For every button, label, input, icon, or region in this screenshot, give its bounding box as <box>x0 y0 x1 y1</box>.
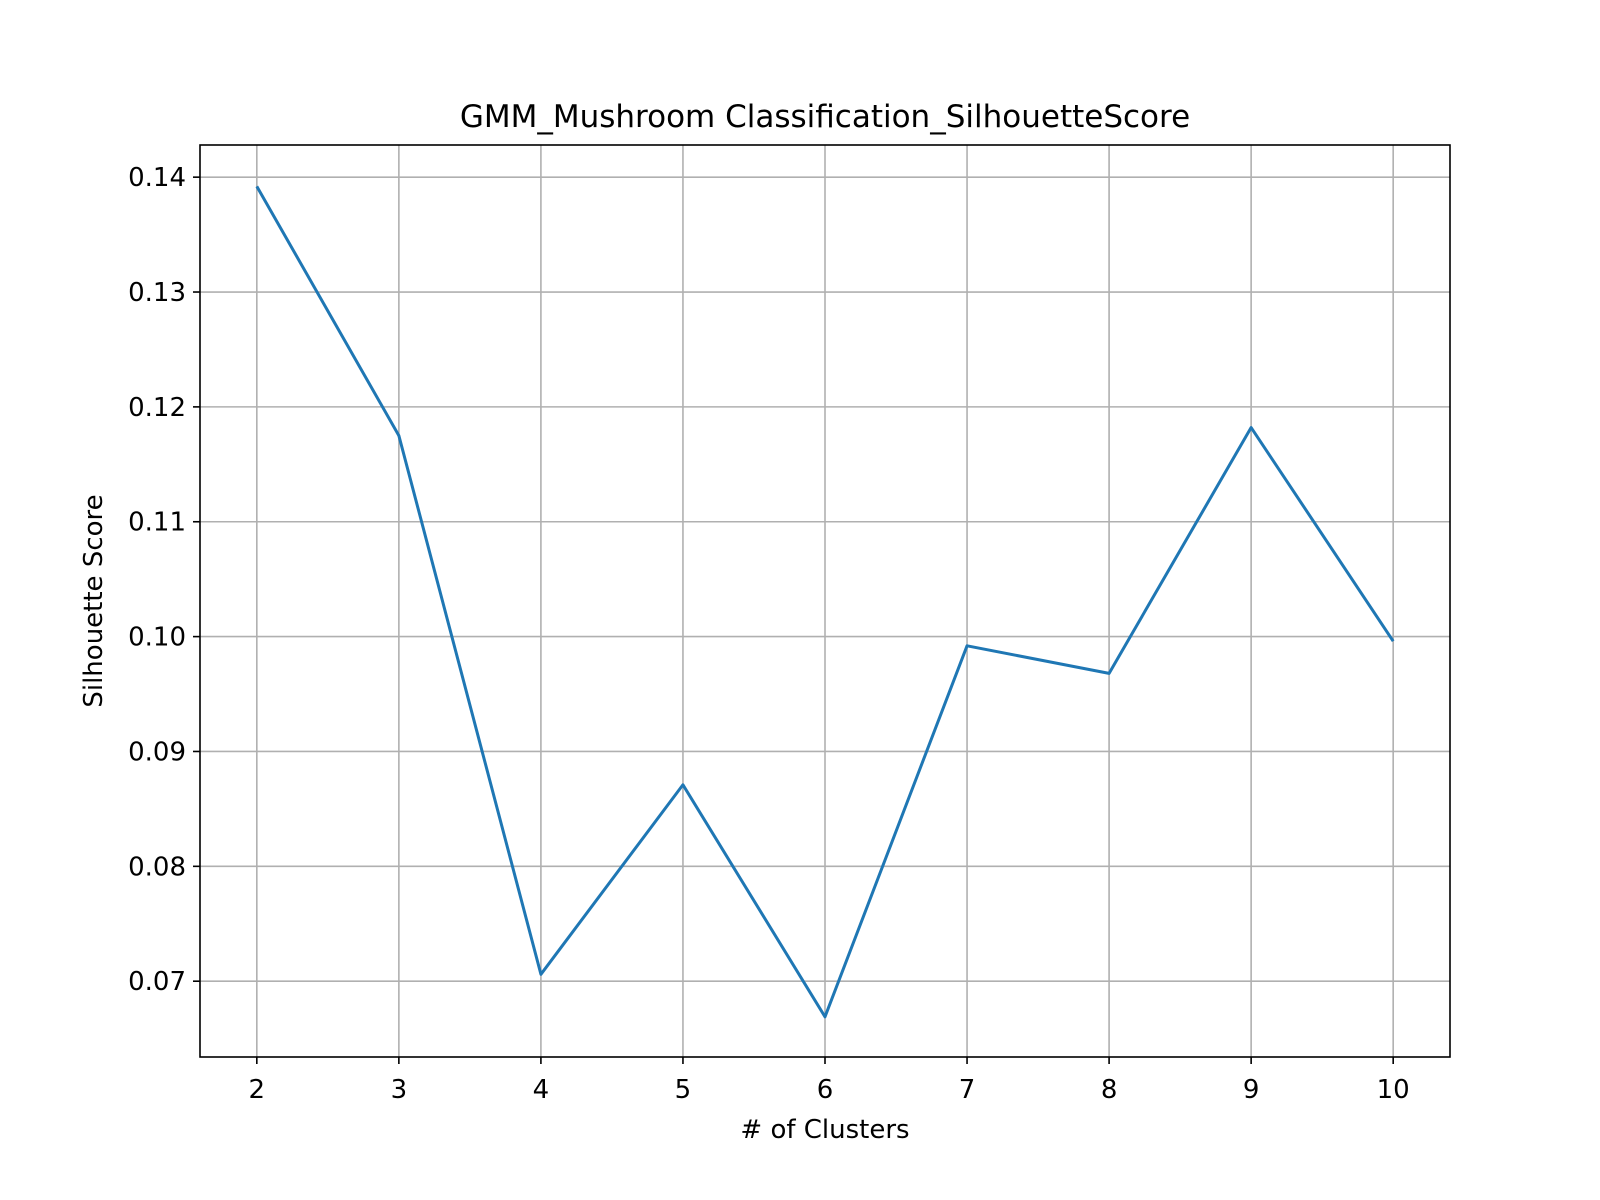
x-tick-label: 6 <box>817 1075 834 1105</box>
x-tick-label: 7 <box>959 1075 976 1105</box>
x-tick-label: 2 <box>249 1075 266 1105</box>
y-tick-label: 0.14 <box>128 163 186 193</box>
series-layer <box>255 185 1395 1019</box>
y-tick-label: 0.10 <box>128 623 186 653</box>
x-tick-label: 8 <box>1101 1075 1118 1105</box>
y-tick-label: 0.13 <box>128 278 186 308</box>
y-tick-label: 0.11 <box>128 508 186 538</box>
ticks: 2 3 4 5 6 7 8 9 10 0.07 0.08 0.09 0.10 0.11 0.12 0.13 0.… <box>128 163 1410 1105</box>
y-tick-label: 0.08 <box>128 852 186 882</box>
x-tick-label: 4 <box>533 1075 550 1105</box>
x-axis-label: # of Clusters <box>740 1115 909 1145</box>
x-tick-label: 5 <box>675 1075 692 1105</box>
y-tick-label: 0.09 <box>128 737 186 767</box>
series-line <box>255 185 1395 1019</box>
grid <box>200 145 1450 1057</box>
y-axis-label: Silhouette Score <box>79 494 109 707</box>
chart-title: GMM_Mushroom Classification_SilhouetteSc… <box>460 99 1190 135</box>
y-tick-label: 0.07 <box>128 967 186 997</box>
x-tick-label: 3 <box>391 1075 408 1105</box>
y-tick-label: 0.12 <box>128 393 186 423</box>
x-tick-label: 9 <box>1243 1075 1260 1105</box>
x-tick-label: 10 <box>1377 1075 1410 1105</box>
